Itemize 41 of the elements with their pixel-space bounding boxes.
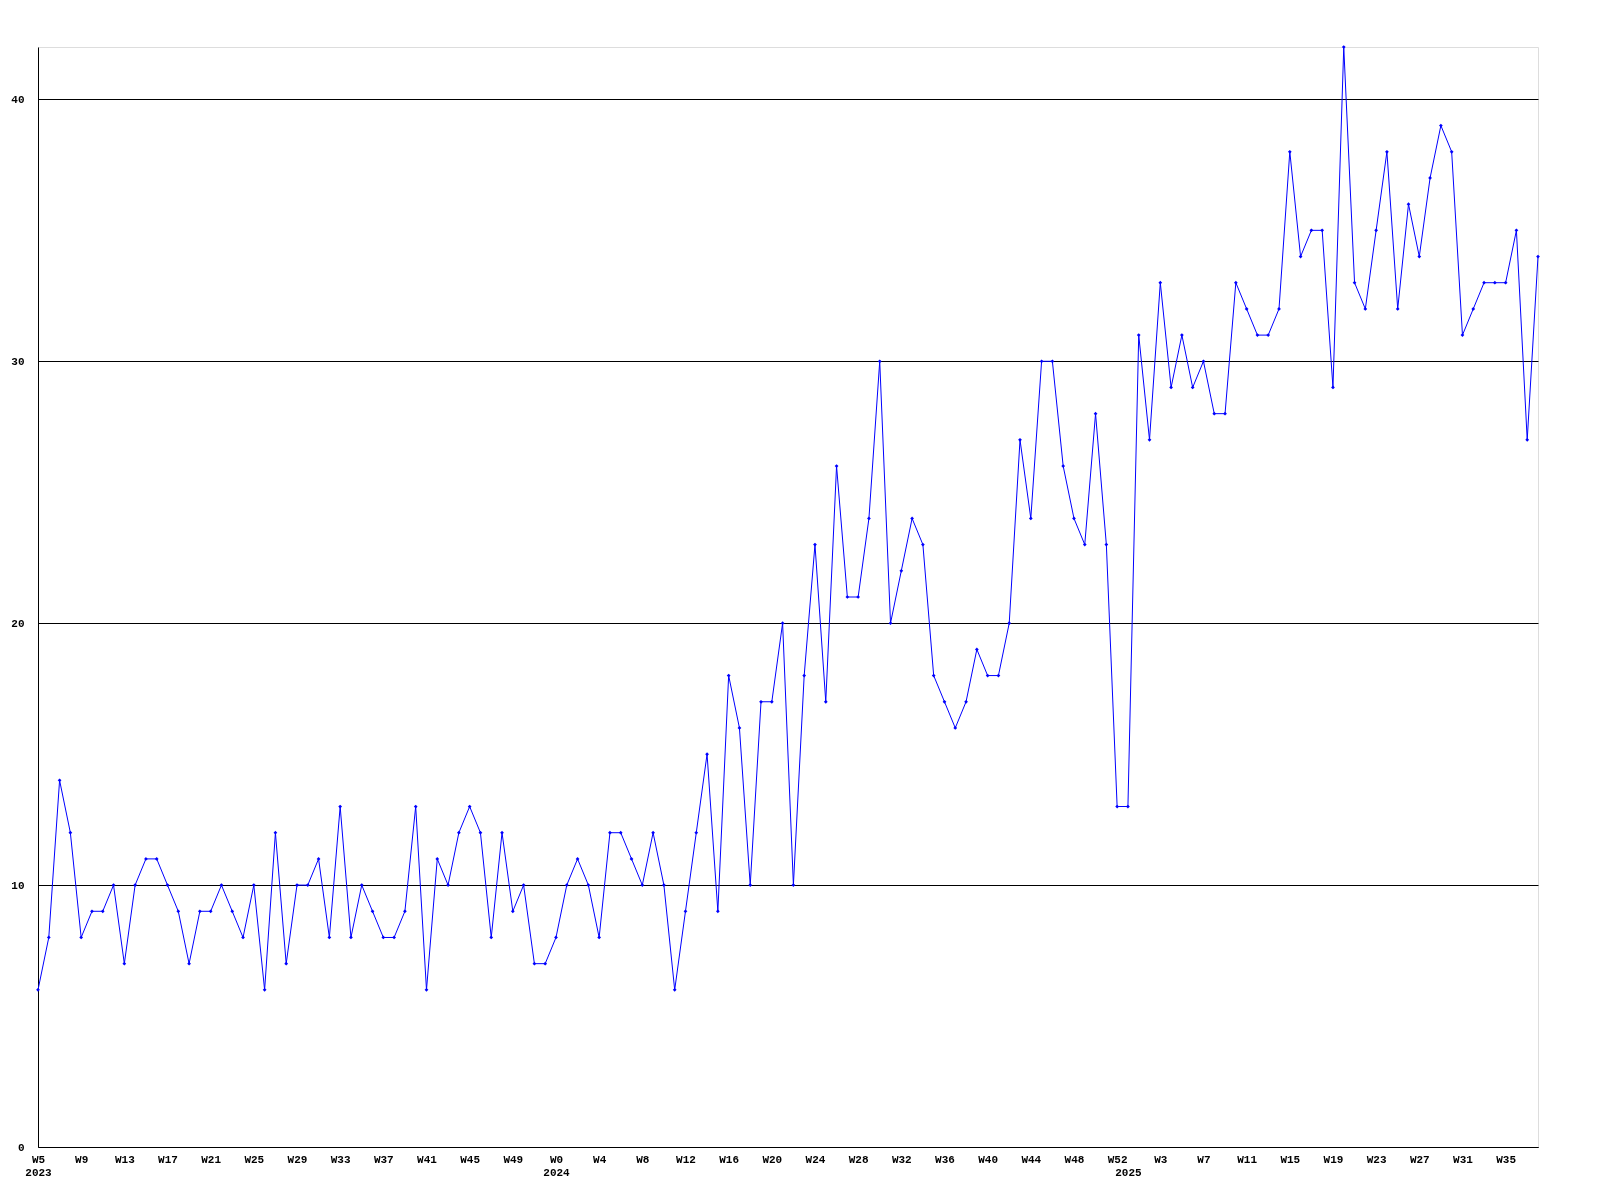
x-tick-label: W17 xyxy=(158,1153,178,1166)
x-tick-label: W44 xyxy=(1021,1153,1042,1166)
x-tick-label: W28 xyxy=(848,1153,869,1166)
x-tick-label: W41 xyxy=(417,1153,438,1166)
x-tick-label: W31 xyxy=(1453,1153,1474,1166)
x-tick-label: W11 xyxy=(1237,1153,1258,1166)
x-tick-label: W12 xyxy=(676,1153,696,1166)
x-tick-label: W20 xyxy=(762,1153,783,1166)
y-tick-label: 10 xyxy=(11,879,25,892)
x-tick-label: W36 xyxy=(935,1153,955,1166)
x-tick-label: W9 xyxy=(75,1153,89,1166)
x-tick-label: W0 2024 xyxy=(543,1153,571,1179)
y-tick-label: 20 xyxy=(11,617,25,630)
x-tick-label: W24 xyxy=(805,1153,826,1166)
x-tick-label: W45 xyxy=(460,1153,481,1166)
x-tick-label: W35 xyxy=(1496,1153,1517,1166)
x-tick-label: W52 xyxy=(1107,1153,1128,1166)
x-tick-label: W4 xyxy=(593,1153,607,1166)
x-tick-label: W23 xyxy=(1366,1153,1387,1166)
x-tick-label: W19 xyxy=(1323,1153,1344,1166)
x-tick-label: 2025 xyxy=(1115,1166,1143,1179)
x-tick-label: W16 xyxy=(719,1153,740,1166)
x-tick-label: W48 xyxy=(1064,1153,1085,1166)
x-tick-label: W5 2023 xyxy=(25,1153,53,1179)
x-tick-label: W7 xyxy=(1197,1153,1211,1166)
y-tick-label: 30 xyxy=(11,355,25,368)
x-tick-label: W3 xyxy=(1154,1153,1168,1166)
x-tick-label: W21 xyxy=(201,1153,222,1166)
x-tick-label: W25 xyxy=(244,1153,265,1166)
x-tick-label: W40 xyxy=(978,1153,999,1166)
x-tick-label: W8 xyxy=(636,1153,650,1166)
x-tick-label: W37 xyxy=(373,1153,394,1166)
x-tick-label: W29 xyxy=(287,1153,308,1166)
x-tick-label: W13 xyxy=(114,1153,136,1166)
x-tick-label: W49 xyxy=(503,1153,524,1166)
y-tick-label: 0 xyxy=(17,1141,25,1154)
x-tick-label: W33 xyxy=(330,1153,351,1166)
x-tick-label: W15 xyxy=(1280,1153,1301,1166)
x-tick-label: W32 xyxy=(891,1153,912,1166)
y-tick-label: 40 xyxy=(11,93,25,106)
x-tick-label: W27 xyxy=(1409,1153,1430,1166)
